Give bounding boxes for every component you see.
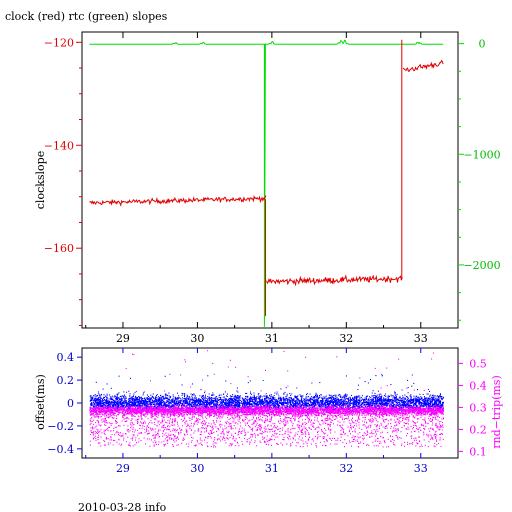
lower-xtick-label: 31 <box>265 462 279 475</box>
clock-series-segment <box>266 274 403 287</box>
upper-plot-area <box>89 39 444 327</box>
upper-ytick-right-label: 0 <box>479 38 486 51</box>
upper-xtick-label: 32 <box>339 332 353 345</box>
lower-ytick-left-label: −0.2 <box>47 420 74 433</box>
upper-xtick-label: 29 <box>116 332 130 345</box>
lower-ylabel-right: rnd−trip(ms) <box>490 375 503 449</box>
lower-xtick-label: 29 <box>116 462 130 475</box>
lower-xtick-label: 30 <box>190 462 204 475</box>
upper-ytick-left-label: −120 <box>44 36 74 49</box>
lower-ytick-right-label: 0.5 <box>469 357 487 370</box>
upper-xtick-label: 30 <box>190 332 204 345</box>
upper-ytick-left-label: −140 <box>44 139 74 152</box>
lower-plot-area <box>89 350 445 448</box>
footer-date: 2010-03-28 info <box>78 501 167 512</box>
lower-ytick-right-label: 0.3 <box>469 401 487 414</box>
upper-chart: 29 30 31 32 33 −120 −140 −160 0 −1000 −2000 clocks… <box>34 31 501 345</box>
rndtrip-outlier-points <box>125 350 434 395</box>
lower-axes: 29 30 31 32 33 0.4 0.2 0 −0.2 −0.4 0.5 0.4 0.3 0.2 0.1 <box>47 348 487 475</box>
upper-ylabel: clockslope <box>34 151 47 209</box>
upper-xtick-label: 31 <box>265 332 279 345</box>
upper-plot-frame <box>81 31 459 329</box>
upper-ytick-right-label: −2000 <box>463 259 500 272</box>
upper-xtick-label: 33 <box>414 332 428 345</box>
clock-series-segment <box>89 194 267 207</box>
lower-ytick-right-label: 0.1 <box>469 445 487 458</box>
lower-ytick-left-label: 0.4 <box>57 351 75 364</box>
lower-ytick-right-label: 0.2 <box>469 423 487 436</box>
lower-chart: 29 30 31 32 33 0.4 0.2 0 −0.2 −0.4 0.5 0.4 0.3 0.2 0.1… <box>34 347 503 475</box>
lower-ytick-left-label: 0 <box>67 397 74 410</box>
lower-ytick-left-label: −0.4 <box>47 443 74 456</box>
lower-xtick-label: 32 <box>339 462 353 475</box>
upper-ytick-left-label: −160 <box>44 242 74 255</box>
lower-ytick-right-label: 0.4 <box>469 379 487 392</box>
lower-xtick-label: 33 <box>414 462 428 475</box>
upper-axes: 29 30 31 32 33 −120 −140 −160 0 −1000 −2000 <box>44 32 501 345</box>
lower-ylabel-left: offset(ms) <box>34 374 47 430</box>
lower-ytick-left-label: 0.2 <box>57 374 75 387</box>
clock-series-segment <box>402 59 444 72</box>
rtc-series-line <box>89 39 444 327</box>
upper-ytick-right-label: −1000 <box>463 148 500 161</box>
rndtrip-tail-points <box>89 413 444 448</box>
chart-title: clock (red) rtc (green) slopes <box>5 10 168 23</box>
